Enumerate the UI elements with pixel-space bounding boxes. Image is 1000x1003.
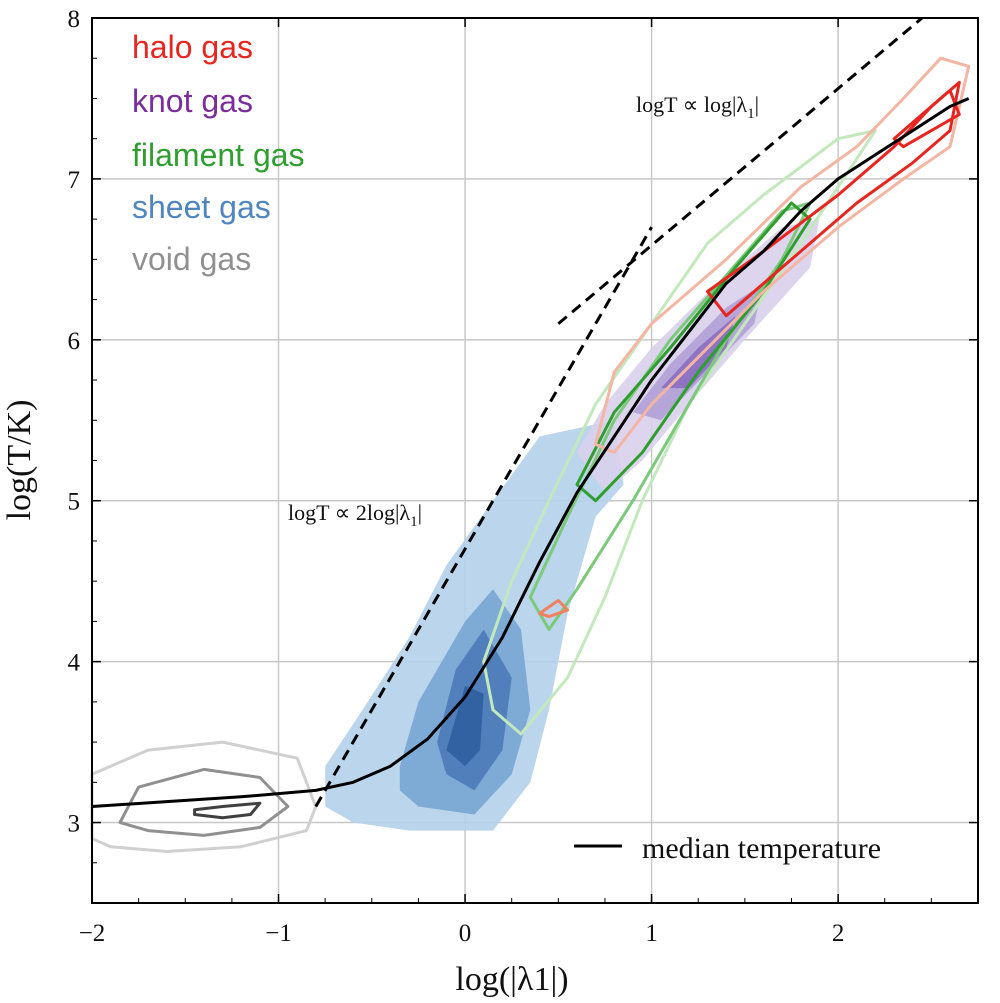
contour-level-halo-gas (892, 88, 961, 149)
x-tick-label: 0 (459, 920, 472, 947)
svg-text:logT ∝ log|λ1|: logT ∝ log|λ1| (636, 92, 759, 122)
contour-level-void-gas (90, 740, 318, 853)
contour-level-knot-gas (660, 315, 736, 389)
contour-level-filament-gas (482, 129, 877, 736)
annotation-slope-1: logT ∝ log|λ1| (636, 92, 759, 122)
reference-lines (314, 16, 924, 808)
legend-entry-sheet: sheet gas (132, 189, 271, 225)
series-filament-gas (482, 129, 877, 736)
y-tick-label: 5 (68, 489, 81, 516)
annotation-slope-1-sub: 1 (747, 106, 755, 122)
annotation-slope-2-sub: 1 (410, 514, 418, 530)
contour-level-halo-gas (594, 56, 971, 454)
annotation-slope-2-text: logT ∝ 2log|λ (288, 500, 410, 525)
y-tick-label: 6 (68, 328, 81, 355)
x-tick-label: −2 (79, 920, 106, 947)
y-tick-label: 4 (68, 650, 81, 677)
median-legend-label: median temperature (642, 832, 881, 865)
y-tick-label: 7 (68, 167, 81, 194)
legend-entry-halo: halo gas (132, 29, 253, 65)
contour-level-filament-gas (575, 201, 812, 503)
contour-series (90, 56, 971, 853)
median-legend: median temperature (574, 832, 881, 865)
axis-ticks: −2 −1 0 1 2 3 4 5 6 7 8 (68, 6, 979, 947)
x-axis-title: log(|λ1|) (455, 961, 568, 998)
y-tick-label: 8 (68, 6, 81, 33)
reference-line-slope-1 (557, 16, 924, 325)
median-curve (91, 97, 970, 808)
contour-level-sheet-gas (446, 685, 484, 767)
svg-text:logT ∝ 2log|λ1|: logT ∝ 2log|λ1| (288, 500, 422, 530)
x-tick-label: 2 (832, 920, 845, 947)
legend-entry-knot: knot gas (132, 83, 253, 119)
annotation-slope-1-tail: | (755, 92, 759, 117)
contour-level-halo-gas (538, 599, 570, 619)
y-tick-label: 3 (68, 811, 81, 838)
x-tick-label: 1 (645, 920, 658, 947)
contour-level-void-gas (193, 801, 262, 820)
series-void-gas (90, 740, 318, 853)
annotation-slope-1-text: logT ∝ log|λ (636, 92, 747, 117)
y-axis-title: log(T/K) (1, 400, 38, 521)
legend: halo gas knot gas filament gas sheet gas… (132, 29, 305, 277)
annotation-slope-2-tail: | (418, 500, 422, 525)
annotation-slope-2: logT ∝ 2log|λ1| (288, 500, 422, 530)
legend-entry-filament: filament gas (132, 137, 305, 173)
contour-level-void-gas (118, 767, 290, 837)
reference-line-slope-2 (314, 226, 653, 808)
x-tick-label: −1 (265, 920, 292, 947)
legend-entry-void: void gas (132, 241, 251, 277)
contour-level-filament-gas (528, 201, 812, 631)
median-curve-group (91, 97, 970, 808)
series-halo-gas (538, 56, 971, 619)
